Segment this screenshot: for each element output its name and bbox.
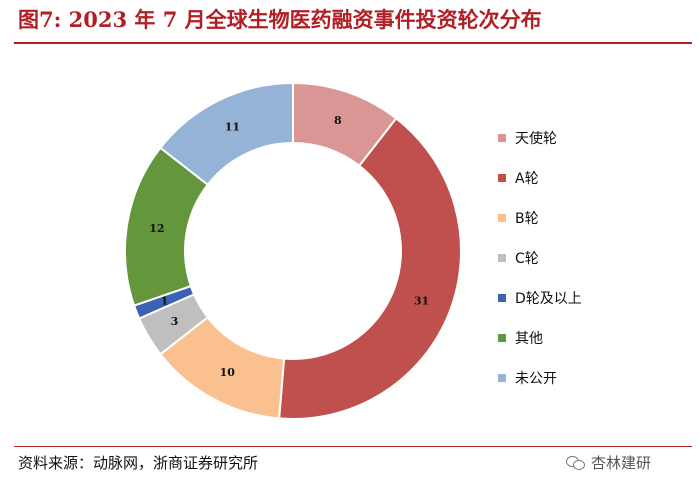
- legend-swatch-3: [498, 254, 506, 262]
- legend-swatch-5: [498, 334, 506, 342]
- legend-item-0: 天使轮: [498, 118, 582, 158]
- legend-item-4: D轮及以上: [498, 278, 582, 318]
- legend-swatch-1: [498, 174, 506, 182]
- slice-6: [159, 81, 294, 187]
- slice-1: [278, 117, 462, 420]
- legend-label-1: A轮: [515, 171, 539, 187]
- slice-value-label-5: 12: [149, 222, 164, 235]
- legend-label-0: 天使轮: [515, 131, 557, 147]
- slice-value-label-6: 11: [225, 121, 240, 134]
- legend-label-4: D轮及以上: [515, 291, 582, 307]
- legend-swatch-4: [498, 294, 506, 302]
- legend-swatch-0: [498, 134, 506, 142]
- legend-swatch-2: [498, 214, 506, 222]
- legend-item-3: C轮: [498, 238, 582, 278]
- slice-value-label-4: 1: [161, 295, 169, 308]
- legend-item-1: A轮: [498, 158, 582, 198]
- source-rule: [14, 446, 692, 447]
- legend-item-2: B轮: [498, 198, 582, 238]
- legend-label-6: 未公开: [515, 371, 557, 387]
- slice-value-label-1: 31: [414, 295, 429, 308]
- slice-value-label-0: 8: [334, 114, 342, 127]
- legend: 天使轮 A轮 B轮 C轮 D轮及以上其他未公开: [498, 118, 582, 398]
- legend-label-5: 其他: [515, 331, 543, 347]
- watermark-text: 杏林建研: [591, 454, 652, 472]
- legend-label-2: B轮: [515, 211, 539, 227]
- slice-value-label-2: 10: [220, 366, 236, 379]
- legend-item-5: 其他: [498, 318, 582, 358]
- legend-label-3: C轮: [515, 251, 539, 267]
- source-note: 资料来源：动脉网，浙商证券研究所: [18, 454, 259, 472]
- title-rule: [14, 42, 692, 44]
- legend-item-6: 未公开: [498, 358, 582, 398]
- slice-value-label-3: 3: [171, 315, 179, 328]
- wechat-icon: [566, 455, 586, 471]
- chart-title: 图7: 2023 年 7 月全球生物医药融资事件投资轮次分布: [18, 7, 542, 32]
- legend-swatch-6: [498, 374, 506, 382]
- watermark: 杏林建研: [566, 452, 651, 473]
